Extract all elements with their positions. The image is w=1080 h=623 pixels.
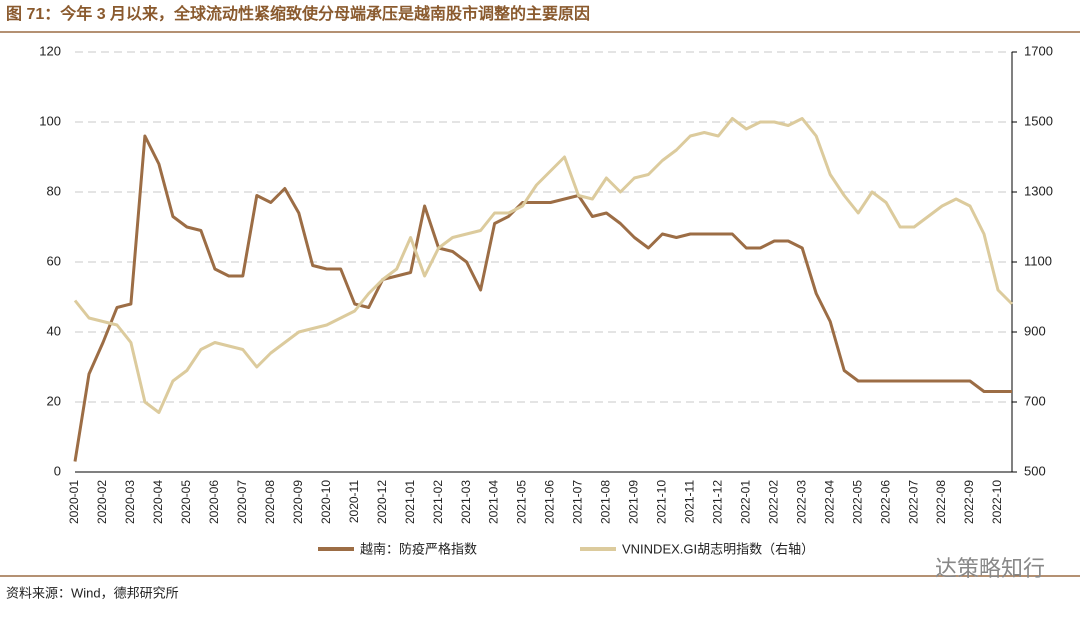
- x-tick-label: 2020-07: [235, 480, 249, 524]
- x-tick-label: 2021-09: [627, 480, 641, 524]
- series-line: [73, 117, 1014, 414]
- x-tick-label: 2020-04: [151, 480, 165, 524]
- x-tick-label: 2021-07: [571, 480, 585, 524]
- x-tick-label: 2022-09: [962, 480, 976, 524]
- source: 资料来源：Wind，德邦研究所: [6, 585, 179, 600]
- y-tick-label: 80: [47, 183, 61, 198]
- legend-label: 越南：防疫严格指数: [360, 541, 477, 556]
- chart-title: 图 71：今年 3 月以来，全球流动性紧缩致使分母端承压是越南股市调整的主要原因: [6, 4, 590, 23]
- y-tick-label: 20: [47, 393, 61, 408]
- y2-tick-label: 1700: [1024, 43, 1053, 58]
- x-tick-label: 2021-01: [403, 480, 417, 524]
- x-tick-label: 2021-12: [710, 480, 724, 524]
- x-tick-label: 2020-12: [375, 480, 389, 524]
- x-tick-label: 2021-10: [655, 480, 669, 524]
- series-line: [73, 134, 1012, 462]
- x-tick-label: 2022-04: [822, 480, 836, 524]
- y2-tick-label: 1300: [1024, 183, 1053, 198]
- x-tick-label: 2020-08: [263, 480, 277, 524]
- legend-label: VNINDEX.GI胡志明指数（右轴）: [622, 541, 814, 556]
- y2-tick-label: 1500: [1024, 113, 1053, 128]
- x-tick-label: 2022-02: [766, 480, 780, 524]
- x-tick-label: 2022-01: [738, 480, 752, 524]
- x-tick-label: 2022-05: [850, 480, 864, 524]
- x-tick-label: 2022-07: [906, 480, 920, 524]
- x-tick-label: 2022-06: [878, 480, 892, 524]
- x-tick-label: 2020-10: [319, 480, 333, 524]
- x-tick-label: 2022-03: [794, 480, 808, 524]
- x-tick-label: 2020-01: [67, 480, 81, 524]
- y-tick-label: 100: [39, 113, 61, 128]
- x-tick-label: 2020-02: [95, 480, 109, 524]
- x-tick-label: 2021-06: [543, 480, 557, 524]
- x-tick-label: 2021-08: [599, 480, 613, 524]
- x-tick-label: 2022-10: [990, 480, 1004, 524]
- x-tick-label: 2021-04: [487, 480, 501, 524]
- x-tick-label: 2020-03: [123, 480, 137, 524]
- x-tick-label: 2022-08: [934, 480, 948, 524]
- y2-tick-label: 1100: [1024, 253, 1052, 268]
- x-tick-label: 2020-11: [347, 480, 361, 523]
- x-tick-label: 2020-09: [291, 480, 305, 524]
- x-tick-label: 2020-05: [179, 480, 193, 524]
- y2-tick-label: 900: [1024, 323, 1046, 338]
- y-tick-label: 0: [54, 463, 61, 478]
- x-tick-label: 2021-05: [515, 480, 529, 524]
- y2-tick-label: 500: [1024, 463, 1046, 478]
- y2-tick-label: 700: [1024, 393, 1046, 408]
- x-tick-label: 2020-06: [207, 480, 221, 524]
- y-tick-label: 40: [47, 323, 61, 338]
- x-tick-label: 2021-02: [431, 480, 445, 524]
- y-tick-label: 120: [39, 43, 61, 58]
- watermark: 达策略知行: [935, 556, 1045, 581]
- y-tick-label: 60: [47, 253, 61, 268]
- x-tick-label: 2021-03: [459, 480, 473, 524]
- x-tick-label: 2021-11: [683, 480, 697, 523]
